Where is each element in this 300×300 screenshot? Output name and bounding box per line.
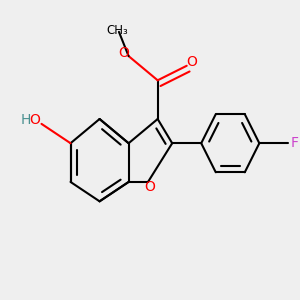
Text: O: O — [118, 46, 129, 60]
Text: H: H — [20, 113, 31, 128]
Text: F: F — [290, 136, 298, 150]
Text: O: O — [30, 113, 40, 128]
Text: O: O — [144, 180, 155, 194]
Text: CH₃: CH₃ — [106, 24, 128, 37]
Text: O: O — [187, 55, 197, 69]
